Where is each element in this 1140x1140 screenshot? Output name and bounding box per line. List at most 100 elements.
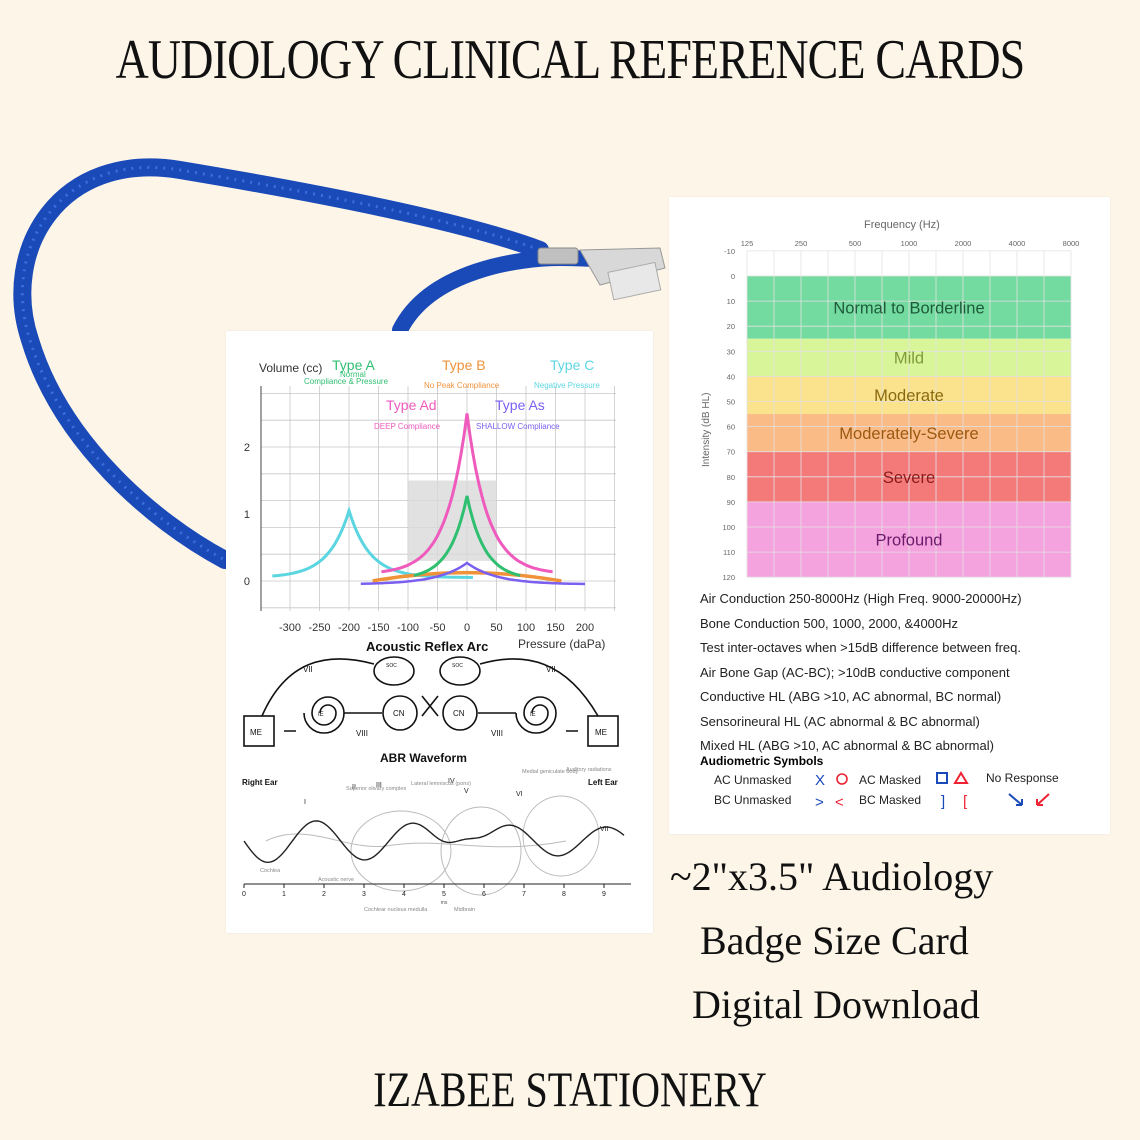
tymp-ylabel: Volume (cc) <box>259 361 322 375</box>
audiogram-band-label: Mild <box>894 350 924 368</box>
abr-unit: ms <box>441 900 448 906</box>
lanyard-clip <box>579 247 666 286</box>
abr-x-tick: 2 <box>322 891 326 898</box>
tymp-type-desc: No Peak Compliance <box>424 381 500 390</box>
reflex-cn-left: CN <box>393 709 405 718</box>
no-response-right-arrow-icon <box>1008 793 1023 806</box>
soc-right <box>439 656 481 686</box>
no-response-label: No Response <box>986 771 1059 785</box>
audiogram-band-label: Moderately-Severe <box>839 425 978 443</box>
cochlea-left <box>303 696 345 734</box>
abr-x-tick: 3 <box>362 891 366 898</box>
abr-anatomy-label: Superior olivary complex <box>346 786 406 792</box>
tymp-type-name: Type Ad <box>386 397 437 413</box>
abr-peak-label: VII <box>600 826 609 833</box>
abr-anatomy-label: Medial geniculate body <box>522 769 579 775</box>
abr-anatomy-label: Midbrain <box>454 907 475 913</box>
ac-masked-label: AC Masked <box>859 773 921 787</box>
reflex-arc-diagram <box>243 656 619 747</box>
symbols-title: Audiometric Symbols <box>700 754 824 768</box>
tagline-line: Digital Download <box>692 982 980 1027</box>
tymp-x-tick: 150 <box>546 622 564 634</box>
reflex-vii-right: VII <box>546 665 556 674</box>
note-line: Test inter-octaves when >15dB difference… <box>700 640 1021 655</box>
audiogram-db-tick: 90 <box>727 498 735 507</box>
reflex-soc-right: SOC <box>452 663 463 669</box>
brand-name: IZABEE STATIONERY <box>373 1061 767 1117</box>
audiogram-db-tick: 0 <box>731 272 735 281</box>
tagline-line: ~2"x3.5" Audiology <box>670 854 994 899</box>
audiogram-db-tick: 110 <box>723 548 735 557</box>
reflex-viii-right: VIII <box>491 729 503 738</box>
audiogram-ylabel: Intensity (dB HL) <box>701 393 712 467</box>
reflex-title: Acoustic Reflex Arc <box>366 639 488 654</box>
tymp-x-tick: -250 <box>308 622 330 634</box>
audiogram-freq-tick: 8000 <box>1063 239 1080 248</box>
abr-peak-label: V <box>464 788 469 795</box>
reflex-me-left: ME <box>250 728 262 737</box>
tymp-type-name: Type A <box>332 357 375 373</box>
abr-left-ear: Left Ear <box>588 778 618 787</box>
tymp-type-desc: Normal <box>340 370 366 379</box>
tymp-type-desc: SHALLOW Compliance <box>476 422 560 431</box>
audiogram-band-label: Profound <box>876 532 943 550</box>
reflex-ie-left: IE <box>318 712 324 718</box>
audiogram-db-tick: 120 <box>722 573 735 582</box>
abr-peak-label: IV <box>448 778 455 785</box>
reflex-cn-right: CN <box>453 709 465 718</box>
abr-peak-label: VI <box>516 791 523 798</box>
audiogram-band-label: Normal to Borderline <box>833 299 984 317</box>
abr-x-tick: 5 <box>442 891 446 898</box>
audiogram-db-tick: 70 <box>727 448 735 457</box>
tymp-x-tick: 50 <box>490 622 502 634</box>
ac-unmasked-x-icon: X <box>815 772 825 789</box>
tymp-x-tick: -300 <box>279 622 301 634</box>
audiogram-freq-tick: 500 <box>849 239 862 248</box>
tymp-type-desc: Negative Pressure <box>534 381 600 390</box>
abr-anatomy-label: Auditory radiations <box>566 767 612 773</box>
audiogram-db-tick: 20 <box>727 322 735 331</box>
abr-waveform <box>243 820 625 864</box>
audiogram-notes: Air Conduction 250-8000Hz (High Freq. 90… <box>700 587 1100 759</box>
reflex-ie-right: IE <box>530 712 536 718</box>
audiogram-db-tick: 60 <box>727 423 735 432</box>
audiogram-freq-tick: 250 <box>795 239 808 248</box>
audiogram-band-label: Severe <box>883 469 935 487</box>
bc-unmasked-gt-icon: > <box>815 794 824 811</box>
tymp-x-tick: -50 <box>430 622 446 634</box>
note-line: Air Conduction 250-8000Hz (High Freq. 90… <box>700 591 1022 606</box>
tymp-xlabel: Pressure (daPa) <box>518 637 605 651</box>
ac-unmasked-label: AC Unmasked <box>714 773 791 787</box>
lanyard-clip-ring <box>537 247 579 265</box>
tymp-x-tick: -150 <box>367 622 389 634</box>
abr-x-tick: 0 <box>242 891 246 898</box>
tagline-line: Badge Size Card <box>700 918 969 963</box>
reflex-viii-left: VIII <box>356 729 368 738</box>
abr-x-tick: 7 <box>522 891 526 898</box>
note-line: Bone Conduction 500, 1000, 2000, &4000Hz <box>700 615 959 631</box>
tymp-x-tick: 200 <box>576 622 594 634</box>
abr-x-tick: 8 <box>562 891 566 898</box>
page-title: AUDIOLOGY CLINICAL REFERENCE CARDS <box>115 29 1026 91</box>
abr-x-tick: 4 <box>402 891 406 898</box>
bc-masked-label: BC Masked <box>859 793 921 807</box>
reflex-vii-left: VII <box>303 665 313 674</box>
audiogram-db-tick: 30 <box>727 347 735 356</box>
tymp-x-tick: 100 <box>517 622 535 634</box>
cn-left <box>382 695 418 731</box>
tymp-x-tick: -100 <box>397 622 419 634</box>
audiogram-freq-tick: 125 <box>741 239 754 248</box>
ac-masked-triangle-icon <box>953 771 969 784</box>
no-response-left-arrow-icon <box>1036 793 1050 806</box>
soc-left <box>373 656 415 686</box>
note-line: Conductive HL (ABG >10, AC abnormal, BC … <box>700 689 1002 704</box>
me-right <box>587 715 619 747</box>
tymp-curve-type-ad <box>381 413 553 574</box>
tymp-curve-type-a <box>413 495 521 577</box>
bc-unmasked-lt-icon: < <box>835 794 844 811</box>
tymp-x-tick: 0 <box>464 622 470 634</box>
note-line: Sensorineural HL (AC abnormal & BC abnor… <box>700 713 980 729</box>
audiogram-db-tick: 80 <box>727 473 735 482</box>
abr-peak-label: II <box>352 784 356 791</box>
